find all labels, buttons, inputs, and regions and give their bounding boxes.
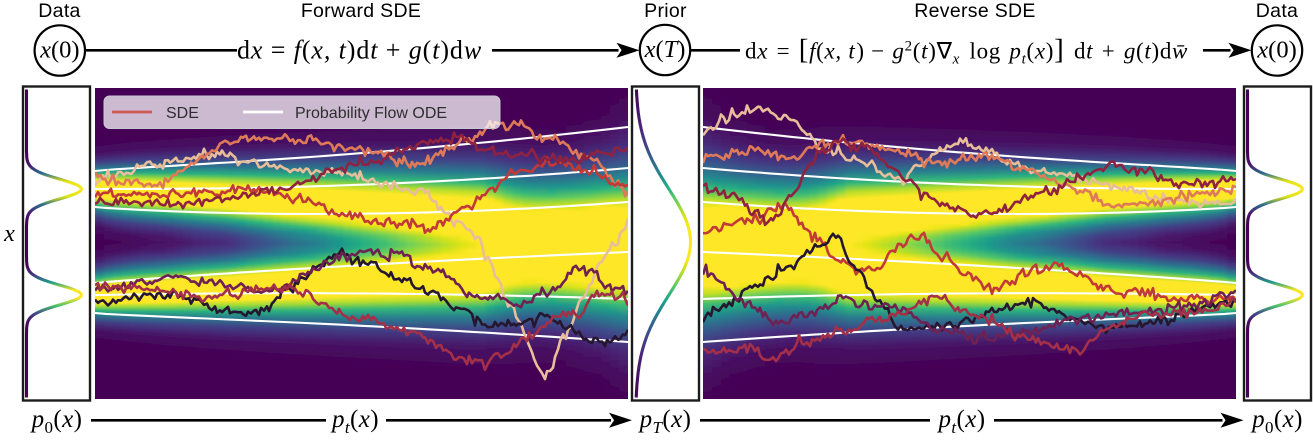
svg-text:x(0): x(0) (1256, 37, 1296, 64)
svg-text:dx = f(x, t)dt + g(t)dw: dx = f(x, t)dt + g(t)dw (237, 36, 482, 65)
svg-text:p0(x): p0(x) (1250, 406, 1303, 437)
svg-text:p0(x): p0(x) (30, 406, 83, 437)
svg-text:Probability Flow ODE: Probability Flow ODE (295, 105, 447, 122)
svg-text:Prior: Prior (644, 0, 687, 22)
svg-text:x(T): x(T) (644, 36, 686, 63)
svg-text:dx = [f(x, t) − g2(t)∇x log pt: dx = [f(x, t) − g2(t)∇x log pt(x)] dt + … (745, 34, 1188, 68)
svg-text:Data: Data (1256, 0, 1298, 22)
svg-text:Data: Data (38, 0, 80, 22)
svg-text:SDE: SDE (166, 105, 199, 122)
svg-text:pt(x): pt(x) (330, 406, 379, 437)
svg-text:Reverse SDE: Reverse SDE (914, 0, 1035, 22)
svg-text:x: x (3, 221, 15, 247)
svg-text:x(0): x(0) (39, 37, 79, 64)
svg-text:Forward SDE: Forward SDE (301, 0, 421, 22)
svg-text:pT(x): pT(x) (638, 406, 692, 437)
svg-text:pt(x): pt(x) (937, 406, 986, 437)
